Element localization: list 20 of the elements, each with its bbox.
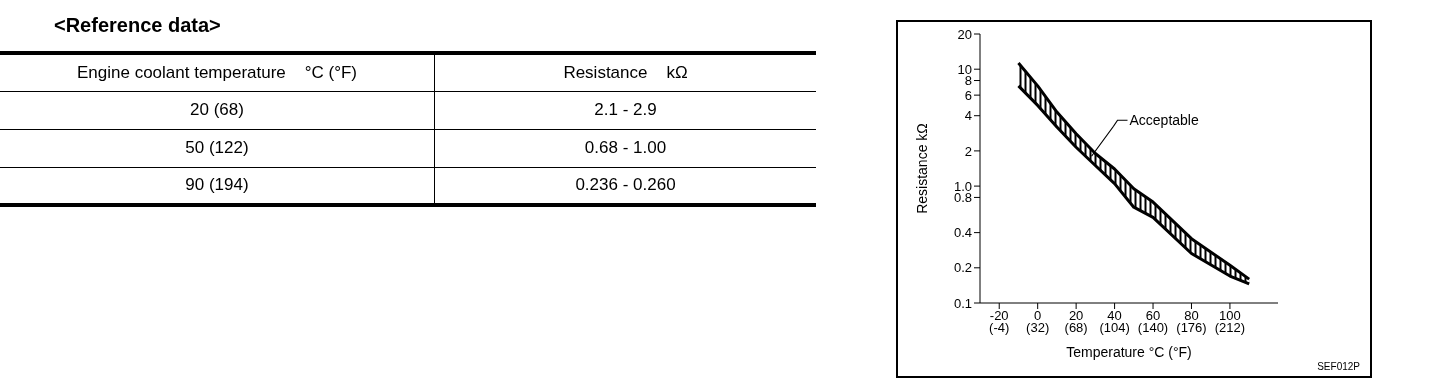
text: 0.68 - 1.00 — [583, 137, 668, 159]
y-tick-label: 6 — [964, 87, 972, 103]
y-axis-title: Resistance kΩ — [913, 123, 930, 214]
text: 20 (68) — [0, 91, 435, 129]
text: SEF012P — [1317, 361, 1360, 372]
y-tick-label: 4 — [964, 108, 972, 124]
text: 2.1 - 2.9 — [593, 99, 658, 121]
y-tick-label: 20 — [957, 26, 972, 42]
text: Engine coolant temperature °C (°F) — [0, 53, 435, 91]
text: 90 (194) — [0, 167, 435, 205]
annotation: Acceptable — [1129, 112, 1199, 129]
y-tick-label: 0.1 — [953, 295, 972, 311]
text: Resistance kΩ — [562, 61, 689, 84]
y-tick-label: 2 — [964, 143, 972, 159]
text: 0.236 - 0.260 — [574, 174, 677, 197]
text: 50 (122) — [0, 129, 435, 167]
x-axis-title: Temperature °C (°F) — [1066, 344, 1192, 360]
text: <Reference data> — [54, 14, 222, 37]
y-tick-label: 0.4 — [953, 225, 972, 241]
y-tick-label: 0.2 — [953, 260, 972, 276]
